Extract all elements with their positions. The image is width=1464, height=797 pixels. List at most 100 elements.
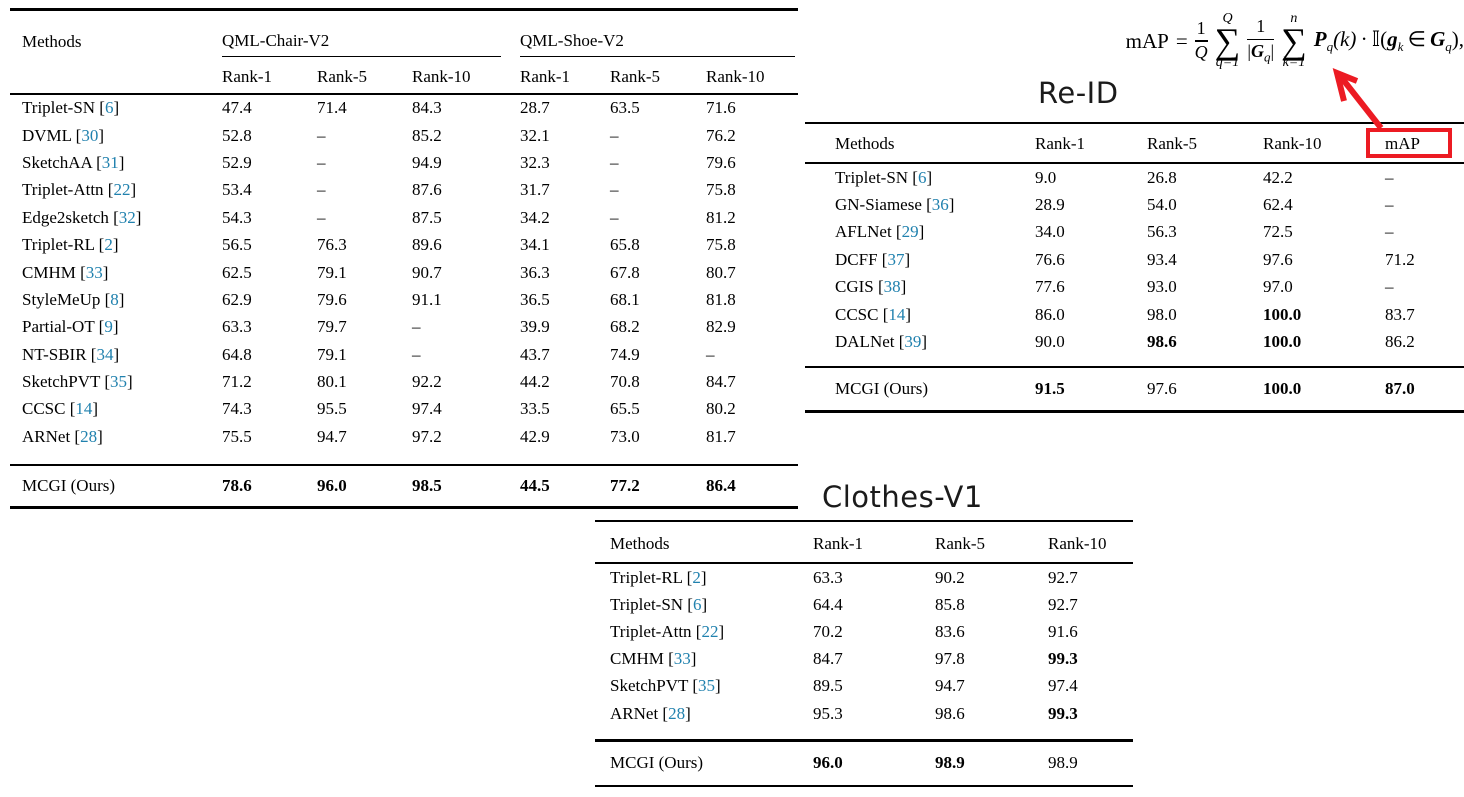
- metric-value: 71.4: [317, 98, 347, 118]
- metric-value: 73.0: [610, 426, 640, 446]
- metric-value: 97.4: [1048, 676, 1078, 696]
- citation-link[interactable]: 33: [673, 649, 691, 669]
- table-row: Triplet-Attn [22] 53.4 – 87.6 31.7 – 75.8: [10, 177, 798, 204]
- citation-link[interactable]: 33: [85, 262, 103, 282]
- table-row: Triplet-RL [2] 56.5 76.3 89.6 34.1 65.8 75.8: [10, 231, 798, 258]
- column-header-rank5: Rank-5: [610, 66, 661, 86]
- metric-value: 75.8: [706, 180, 736, 200]
- method-name: Triplet-SN [6]: [835, 167, 933, 187]
- citation-link[interactable]: 30: [81, 125, 99, 145]
- citation-link[interactable]: 2: [692, 567, 701, 587]
- method-name: CMHM [33]: [22, 262, 109, 282]
- metric-value: 83.6: [935, 621, 965, 641]
- citation-link[interactable]: 35: [110, 372, 127, 392]
- reid-header-row: Methods Rank-1 Rank-5 Rank-10 mAP: [805, 124, 1464, 162]
- table-mid-rule: [805, 365, 1464, 369]
- citation-link[interactable]: 2: [104, 235, 113, 255]
- spacer: [805, 356, 1464, 366]
- clothes-table-final: MCGI (Ours) 96.0 98.9 98.9: [595, 742, 1133, 785]
- citation-link[interactable]: 22: [701, 621, 719, 641]
- metric-value: 44.5: [520, 476, 550, 496]
- equals-sign: =: [1175, 28, 1188, 53]
- citation-link[interactable]: 28: [80, 426, 98, 446]
- metric-value: 77.6: [1035, 277, 1065, 297]
- column-header-rank1: Rank-1: [813, 534, 864, 553]
- metric-value: 71.2: [222, 372, 252, 392]
- column-header-methods: Methods: [610, 534, 670, 553]
- metric-value: 62.9: [222, 289, 252, 309]
- citation-link[interactable]: 38: [883, 277, 901, 297]
- table-bottom-rule: [805, 410, 1464, 413]
- citation-link[interactable]: 32: [118, 207, 136, 227]
- fraction-one-over-Q: 1 Q: [1194, 17, 1208, 63]
- citation-link[interactable]: 29: [901, 222, 919, 242]
- citation-link[interactable]: 14: [75, 399, 93, 419]
- metric-value: 62.4: [1263, 195, 1293, 215]
- method-name: ARNet [28]: [22, 426, 103, 446]
- citation-link[interactable]: 31: [101, 152, 119, 172]
- metric-value: 34.2: [520, 207, 550, 227]
- metric-value: 96.0: [317, 476, 347, 496]
- metric-value: 72.5: [1263, 222, 1293, 242]
- table-row: SketchPVT [35] 89.5 94.7 97.4: [595, 673, 1133, 700]
- metric-value: –: [412, 317, 421, 337]
- table-row: ARNet [28] 75.5 94.7 97.2 42.9 73.0 81.7: [10, 423, 798, 450]
- metric-value: 94.7: [935, 676, 965, 696]
- red-arrow-annotation: [1332, 68, 1384, 130]
- metric-value: 42.9: [520, 426, 550, 446]
- table-row: CCSC [14] 86.0 98.0 100.0 83.7: [805, 301, 1464, 328]
- metric-value: 100.0: [1263, 332, 1302, 352]
- metric-value: 87.6: [412, 180, 442, 200]
- table-mid-rule: [805, 162, 1464, 164]
- metric-value: 100.0: [1263, 304, 1302, 324]
- metric-value: –: [610, 207, 619, 227]
- table-row: GN-Siamese [36] 28.9 54.0 62.4 –: [805, 191, 1464, 218]
- table-row: SketchPVT [35] 71.2 80.1 92.2 44.2 70.8 84.7: [10, 368, 798, 395]
- metric-value: 78.6: [222, 476, 252, 496]
- metric-value: –: [610, 152, 619, 172]
- metric-value: 54.3: [222, 207, 252, 227]
- reid-table-final: MCGI (Ours) 91.5 97.6 100.0 87.0: [805, 368, 1464, 410]
- column-header-rank10: Rank-10: [412, 66, 471, 86]
- metric-value: –: [610, 180, 619, 200]
- citation-link[interactable]: 8: [110, 289, 119, 309]
- method-name: Triplet-Attn [22]: [610, 621, 725, 641]
- citation-link[interactable]: 6: [917, 167, 927, 187]
- table-row: CMHM [33] 84.7 97.8 99.3: [595, 646, 1133, 673]
- method-name: Triplet-RL [2]: [22, 235, 119, 255]
- citation-link[interactable]: 6: [104, 98, 114, 118]
- citation-link[interactable]: 14: [888, 304, 906, 324]
- metric-value: 80.2: [706, 399, 736, 419]
- metric-value: 68.1: [610, 289, 640, 309]
- column-header-methods: Methods: [835, 134, 895, 153]
- citation-link[interactable]: 39: [904, 332, 922, 352]
- citation-link[interactable]: 9: [104, 317, 113, 337]
- metric-value: 81.8: [706, 289, 736, 309]
- metric-value: 9.0: [1035, 167, 1057, 187]
- citation-link[interactable]: 35: [698, 676, 715, 696]
- metric-value: –: [317, 125, 326, 145]
- table-top-rule: [595, 520, 1133, 522]
- method-name: Triplet-SN [6]: [610, 594, 708, 614]
- table-row: NT-SBIR [34] 64.8 79.1 – 43.7 74.9 –: [10, 341, 798, 368]
- metric-value: 54.0: [1147, 195, 1177, 215]
- citation-link[interactable]: 28: [668, 703, 686, 723]
- metric-value: 34.0: [1035, 222, 1065, 242]
- citation-link[interactable]: 37: [887, 249, 905, 269]
- metric-value: 89.5: [813, 676, 843, 696]
- metric-value: 75.5: [222, 426, 252, 446]
- metric-value: 86.2: [1385, 332, 1415, 352]
- citation-link[interactable]: 6: [692, 594, 702, 614]
- table-row: MCGI (Ours) 91.5 97.6 100.0 87.0: [805, 368, 1464, 410]
- sum-over-gallery: n ∑ k=1: [1281, 10, 1307, 71]
- metric-value: 95.5: [317, 399, 347, 419]
- metric-value: 63.3: [813, 567, 843, 587]
- metric-value: 97.4: [412, 399, 442, 419]
- citation-link[interactable]: 34: [96, 344, 114, 364]
- method-name: CCSC [14]: [835, 304, 912, 324]
- table-row: Triplet-SN [6] 47.4 71.4 84.3 28.7 63.5 71.6: [10, 95, 798, 122]
- metric-value: 63.5: [610, 98, 640, 118]
- citation-link[interactable]: 22: [113, 180, 131, 200]
- metric-value: 71.2: [1385, 249, 1415, 269]
- citation-link[interactable]: 36: [931, 195, 949, 215]
